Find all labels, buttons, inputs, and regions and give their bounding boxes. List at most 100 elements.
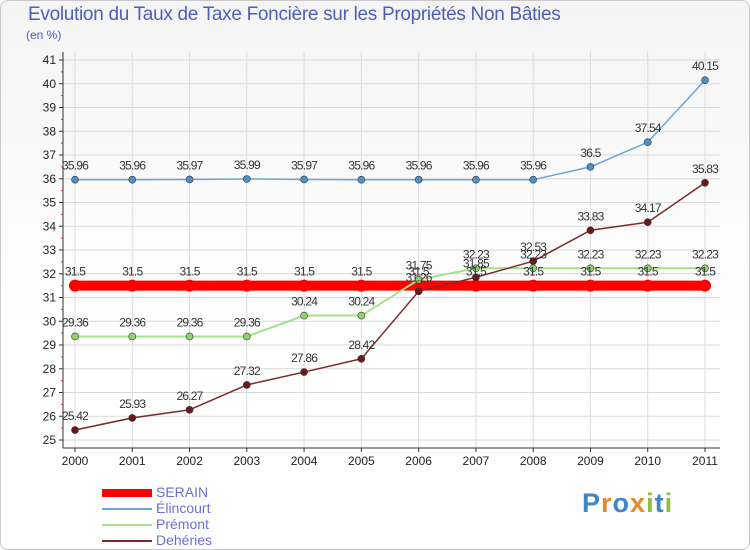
- data-label-elincourt: 35.97: [177, 158, 204, 172]
- x-tick-label: 2005: [348, 454, 375, 468]
- data-label-elincourt: 35.96: [348, 159, 375, 173]
- data-point-deheries: [185, 406, 194, 414]
- x-tick-label: 2008: [520, 454, 547, 468]
- data-label-serain: 31.5: [179, 265, 200, 279]
- logo-letter: x: [630, 488, 647, 518]
- data-point-serain: [355, 279, 368, 292]
- legend-label-deheries: Dehéries: [156, 532, 213, 548]
- data-point-premont: [643, 264, 652, 273]
- data-label-deheries: 31.26: [406, 270, 433, 284]
- y-tick-label: 29: [43, 338, 57, 352]
- data-label-deheries: 31.85: [463, 256, 490, 270]
- data-label-serain: 31.5: [695, 265, 716, 279]
- x-tick-label: 2000: [62, 454, 89, 468]
- chart-subtitle: (en %): [26, 28, 62, 42]
- y-tick-label: 32: [43, 267, 57, 281]
- y-tick-label: 28: [43, 362, 57, 376]
- x-tick-label: 2006: [405, 454, 432, 468]
- data-point-elincourt: [472, 175, 480, 184]
- y-tick-label: 25: [43, 433, 57, 447]
- y-tick-label: 26: [43, 409, 57, 423]
- y-tick-label: 38: [43, 124, 57, 138]
- series-line-deheries: [74, 182, 706, 431]
- data-point-deheries: [128, 414, 137, 422]
- data-label-deheries: 25.93: [119, 397, 146, 411]
- data-label-premont: 29.36: [177, 315, 204, 329]
- series-line-elincourt: [74, 79, 706, 181]
- x-tick-label: 2003: [233, 454, 260, 468]
- data-label-serain: 31.5: [523, 265, 544, 279]
- data-point-elincourt: [185, 175, 194, 184]
- data-point-serain: [469, 279, 482, 292]
- legend-label-premont: Prémont: [156, 516, 209, 532]
- data-label-serain: 31.5: [466, 265, 487, 279]
- y-tick-label: 37: [43, 148, 57, 162]
- data-label-premont: 32.23: [577, 247, 604, 261]
- data-point-serain: [183, 279, 196, 292]
- data-label-premont: 29.36: [234, 315, 261, 329]
- data-label-deheries: 33.83: [577, 209, 604, 223]
- data-point-premont: [243, 332, 251, 341]
- x-tick-label: 2010: [634, 454, 661, 468]
- data-label-serain: 31.5: [638, 265, 659, 279]
- data-point-premont: [472, 264, 480, 273]
- legend-label-elincourt: Élincourt: [156, 500, 211, 516]
- y-tick-label: 27: [43, 386, 57, 400]
- data-label-elincourt: 35.96: [119, 159, 146, 173]
- x-tick-label: 2002: [176, 454, 203, 468]
- logo-letter: P: [582, 488, 602, 518]
- data-label-premont: 32.23: [463, 247, 490, 261]
- legend-label-serain: SERAIN: [156, 484, 209, 500]
- data-point-premont: [185, 332, 194, 341]
- y-tick-label: 36: [43, 172, 57, 186]
- x-tick-label: 2001: [119, 454, 146, 468]
- data-point-premont: [414, 275, 423, 284]
- data-label-premont: 32.23: [635, 247, 662, 261]
- data-point-deheries: [701, 178, 709, 187]
- data-label-deheries: 34.17: [635, 201, 662, 215]
- data-label-elincourt: 35.96: [520, 159, 547, 173]
- line-chart: 25 26 27 28 29 30 31 32 33 34 35 36 37 38 39 40 41 2000 20…: [43, 52, 720, 468]
- legend-swatch-deheries: [102, 540, 152, 542]
- data-label-elincourt: 35.96: [463, 159, 490, 173]
- chart-title: Evolution du Taux de Taxe Foncière sur l…: [28, 4, 561, 25]
- legend-swatch-serain: [102, 489, 152, 497]
- proxiti-logo: Proxiti: [582, 488, 673, 519]
- data-label-elincourt: 35.96: [62, 159, 89, 173]
- data-label-serain: 31.5: [122, 265, 143, 279]
- data-label-elincourt: 36.5: [580, 146, 601, 160]
- data-point-elincourt: [300, 175, 308, 184]
- data-label-serain: 31.5: [409, 265, 430, 279]
- logo-letter: r: [601, 488, 613, 518]
- data-label-deheries: 27.86: [291, 351, 318, 365]
- data-label-deheries: 32.53: [520, 240, 547, 254]
- data-label-premont: 30.24: [291, 295, 318, 309]
- data-label-premont: 29.36: [62, 315, 89, 329]
- data-label-elincourt: 37.54: [635, 121, 662, 135]
- y-tick-label: 31: [43, 291, 57, 305]
- data-point-premont: [586, 264, 595, 273]
- data-point-elincourt: [414, 175, 423, 184]
- data-point-deheries: [643, 218, 652, 227]
- y-tick-label: 30: [43, 314, 57, 328]
- logo-letter: i: [646, 488, 655, 518]
- data-point-premont: [701, 264, 709, 273]
- data-point-serain: [298, 279, 311, 292]
- data-point-elincourt: [243, 175, 251, 183]
- data-label-premont: 30.24: [348, 295, 375, 309]
- data-point-deheries: [529, 257, 537, 265]
- data-point-deheries: [300, 368, 308, 376]
- logo-letter: i: [664, 488, 674, 518]
- data-point-serain: [69, 279, 81, 292]
- legend-swatch-elincourt: [102, 508, 152, 510]
- data-point-premont: [300, 311, 308, 320]
- y-tick-label: 41: [43, 53, 57, 67]
- data-point-serain: [641, 279, 654, 292]
- data-point-premont: [357, 311, 366, 320]
- data-label-premont: 32.23: [692, 247, 719, 261]
- data-point-deheries: [586, 226, 595, 235]
- data-label-elincourt: 35.97: [291, 158, 318, 172]
- data-label-premont: 32.23: [520, 247, 547, 261]
- x-tick-label: 2009: [577, 454, 604, 468]
